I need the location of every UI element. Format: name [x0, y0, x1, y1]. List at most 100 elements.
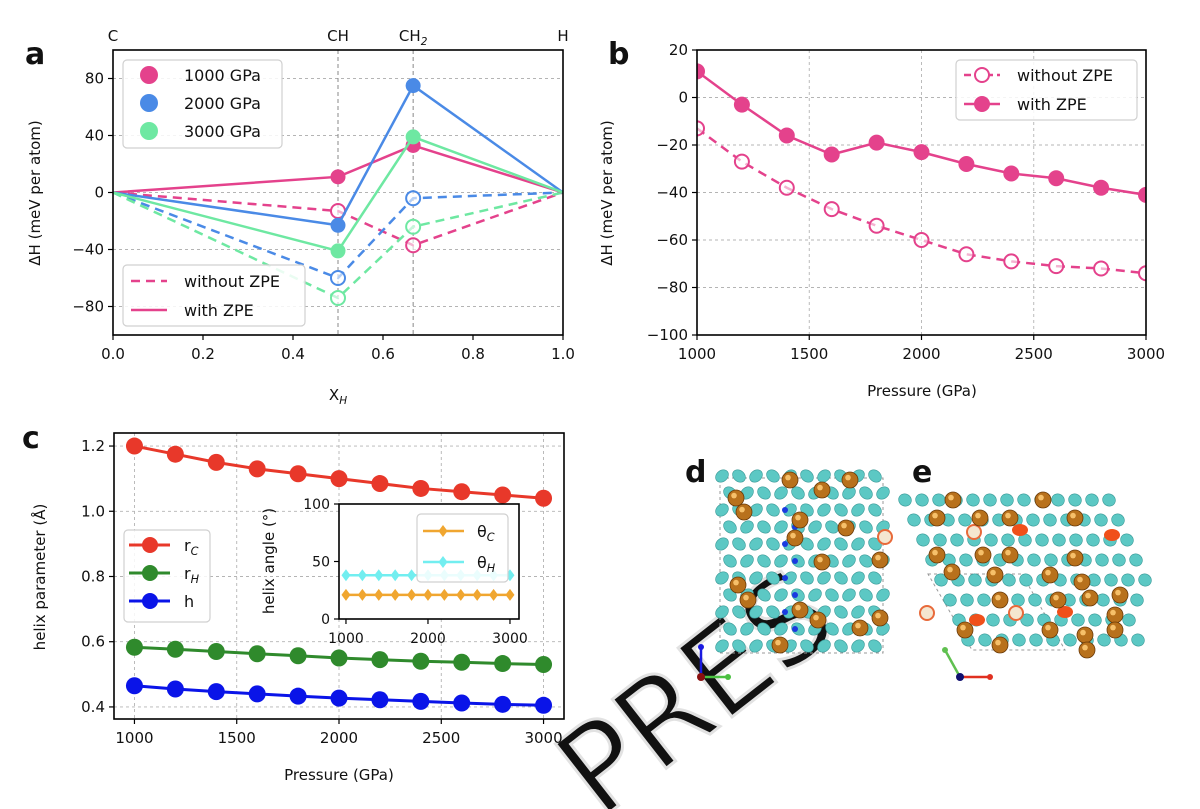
inset-series-0-marker: [472, 588, 482, 601]
y-tick-label: −80: [72, 298, 104, 316]
carbon-atom: [791, 601, 809, 619]
charge-density-lobe: [868, 639, 882, 653]
charge-density-lobe: [774, 554, 788, 568]
panel-label: c: [22, 421, 40, 456]
legend: [122, 59, 283, 149]
carbon-atom-highlight: [932, 549, 938, 556]
y-tick-label: −60: [656, 231, 688, 249]
legend-marker: [438, 556, 448, 568]
series-1-marker: [125, 638, 143, 656]
legend: [122, 264, 306, 327]
charge-density-lobe: [1027, 553, 1041, 567]
carbon-atom: [851, 619, 869, 637]
charge-density-lobe: [834, 537, 848, 551]
series-2-marker: [494, 695, 512, 713]
charge-density-lobe: [1043, 513, 1057, 527]
carbon-atom: [837, 519, 855, 537]
charge-density-lobe: [757, 520, 771, 534]
charge-density-lobe: [740, 554, 754, 568]
hydrogen-site: [1104, 529, 1120, 541]
series-1-marker: [494, 655, 512, 673]
charge-density-lobe: [817, 469, 831, 483]
carbon-atom-highlight: [1115, 589, 1121, 596]
carbon-atom-highlight: [795, 514, 801, 521]
series-0-marker: [958, 246, 975, 263]
charge-density-lobe: [1104, 573, 1118, 587]
label-main: r: [184, 536, 191, 555]
charge-density-lobe: [1051, 493, 1065, 507]
carbon-atom: [735, 503, 753, 521]
carbon-atom: [991, 636, 1009, 654]
charge-density-lobe: [732, 537, 746, 551]
inset-series-1-marker: [407, 569, 417, 582]
series-0-marker: [412, 479, 430, 497]
series-0-marker: [289, 465, 307, 483]
inset-series-0-marker: [341, 588, 351, 601]
y-tick-label: 80: [85, 70, 104, 88]
carbon-atom: [786, 529, 804, 547]
inset-series-0-marker: [407, 588, 417, 601]
charge-density-lobe: [1052, 533, 1066, 547]
bond-marker: [782, 609, 788, 615]
x-tick-label: 0.6: [371, 345, 395, 363]
charge-density-lobe: [834, 571, 848, 585]
charge-density-lobe: [732, 639, 746, 653]
charge-density-lobe: [1029, 633, 1043, 647]
carbon-atom-highlight: [1077, 576, 1083, 583]
series-2-without-zpe-marker: [405, 218, 422, 235]
carbon-atom: [1078, 641, 1096, 659]
hydrogen-atom: [966, 524, 982, 540]
series-2-with-zpe-marker: [330, 243, 346, 259]
carbon-atom: [956, 621, 974, 639]
x-tick-label: 1000: [115, 729, 153, 747]
y-tick-label: −100: [647, 326, 688, 344]
series-1-marker: [1003, 165, 1020, 182]
series-1-without-zpe-marker: [405, 190, 422, 207]
charge-density-lobe: [783, 503, 797, 517]
carbon-atom-highlight: [733, 579, 739, 586]
series-2-marker: [166, 680, 184, 698]
carbon-atom: [1081, 589, 1099, 607]
charge-density-lobe: [740, 520, 754, 534]
charge-density-lobe: [1088, 613, 1102, 627]
y-tick-label: −20: [656, 136, 688, 154]
charge-density-lobe: [868, 503, 882, 517]
carbon-atom-highlight: [1082, 644, 1088, 651]
charge-density-lobe: [732, 605, 746, 619]
x-tick-label: 1500: [790, 345, 828, 363]
legend-marker: [142, 537, 158, 553]
charge-density-lobe: [1069, 533, 1083, 547]
series-2-marker: [371, 691, 389, 709]
label-main: θ: [477, 522, 487, 541]
charge-density-lobe: [766, 503, 780, 517]
series-0-marker: [868, 217, 885, 234]
series-0-line: [697, 127, 1146, 275]
series-1-marker: [248, 645, 266, 663]
series-0-marker: [733, 153, 750, 170]
charge-density-lobe: [1028, 593, 1042, 607]
charge-density-lobe: [876, 486, 890, 500]
carbon-atom-highlight: [875, 612, 881, 619]
carbon-atom: [1001, 546, 1019, 564]
inset-series-0-marker: [357, 588, 367, 601]
carbon-atom-highlight: [1110, 609, 1116, 616]
charge-density-lobe: [1131, 633, 1145, 647]
carbon-atom-highlight: [1085, 592, 1091, 599]
label-main: H: [557, 27, 568, 45]
charge-density-lobe: [960, 593, 974, 607]
y-tick-label: 50: [312, 555, 330, 571]
carbon-atom-highlight: [855, 622, 861, 629]
label-main: C: [108, 27, 118, 45]
charge-density-lobe: [916, 533, 930, 547]
charge-density-lobe: [715, 571, 729, 585]
legend-label: 1000 GPa: [184, 66, 261, 85]
charge-density-lobe: [757, 588, 771, 602]
charge-density-lobe: [959, 553, 973, 567]
charge-density-lobe: [1095, 553, 1109, 567]
charge-density-lobe: [715, 605, 729, 619]
charge-density-lobe: [1102, 493, 1116, 507]
label-main: h: [184, 592, 194, 611]
carbon-atom: [841, 471, 859, 489]
series-1-marker: [330, 649, 348, 667]
